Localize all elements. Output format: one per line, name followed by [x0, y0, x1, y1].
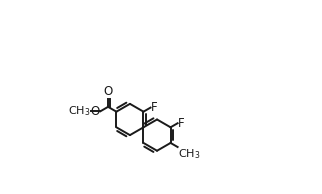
- Text: O: O: [103, 85, 113, 98]
- Text: CH$_3$: CH$_3$: [68, 104, 90, 118]
- Text: O: O: [90, 105, 99, 118]
- Text: F: F: [178, 117, 185, 130]
- Text: CH$_3$: CH$_3$: [178, 148, 201, 161]
- Text: F: F: [151, 101, 157, 114]
